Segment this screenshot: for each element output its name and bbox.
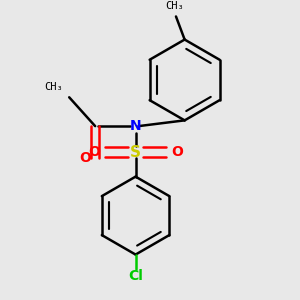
Text: N: N bbox=[130, 119, 141, 133]
Text: CH₃: CH₃ bbox=[165, 1, 184, 11]
Text: O: O bbox=[88, 145, 100, 159]
Text: CH₃: CH₃ bbox=[45, 82, 63, 92]
Text: O: O bbox=[172, 145, 183, 159]
Text: O: O bbox=[79, 151, 91, 165]
Text: S: S bbox=[130, 145, 141, 160]
Text: Cl: Cl bbox=[128, 269, 143, 283]
